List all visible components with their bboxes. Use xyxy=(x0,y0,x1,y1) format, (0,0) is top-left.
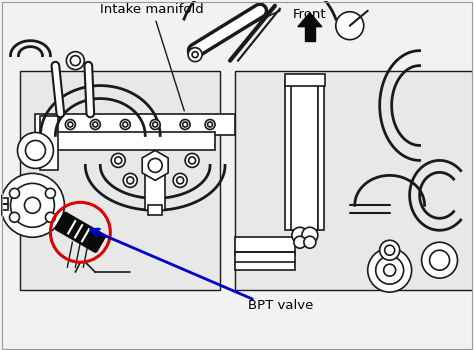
Circle shape xyxy=(18,132,54,168)
Circle shape xyxy=(123,173,137,187)
Circle shape xyxy=(91,119,100,130)
Circle shape xyxy=(93,122,98,127)
Circle shape xyxy=(180,119,190,130)
Circle shape xyxy=(46,188,55,198)
Circle shape xyxy=(9,212,19,222)
FancyBboxPatch shape xyxy=(0,198,9,210)
Circle shape xyxy=(0,173,64,237)
Circle shape xyxy=(292,227,308,243)
Circle shape xyxy=(66,52,84,70)
Text: Front: Front xyxy=(293,8,327,21)
Circle shape xyxy=(304,236,316,248)
Circle shape xyxy=(182,122,188,127)
Circle shape xyxy=(123,122,128,127)
Polygon shape xyxy=(235,71,474,290)
Circle shape xyxy=(383,264,396,276)
FancyBboxPatch shape xyxy=(148,205,162,215)
FancyBboxPatch shape xyxy=(145,170,165,210)
Circle shape xyxy=(294,236,306,248)
Circle shape xyxy=(177,177,183,184)
Circle shape xyxy=(46,212,55,222)
Circle shape xyxy=(336,12,364,40)
Circle shape xyxy=(302,227,318,243)
Circle shape xyxy=(111,153,125,167)
Circle shape xyxy=(150,119,160,130)
FancyBboxPatch shape xyxy=(40,116,58,170)
Circle shape xyxy=(185,153,199,167)
Circle shape xyxy=(25,197,40,213)
Circle shape xyxy=(68,122,73,127)
Text: Intake manifold: Intake manifold xyxy=(100,3,204,111)
Circle shape xyxy=(380,240,400,260)
Circle shape xyxy=(26,140,46,160)
FancyBboxPatch shape xyxy=(235,237,295,255)
Circle shape xyxy=(10,183,55,227)
Polygon shape xyxy=(305,27,315,41)
FancyBboxPatch shape xyxy=(318,80,324,230)
FancyBboxPatch shape xyxy=(55,212,105,252)
Polygon shape xyxy=(298,13,322,27)
Circle shape xyxy=(208,122,212,127)
Circle shape xyxy=(148,159,162,173)
FancyBboxPatch shape xyxy=(285,74,325,86)
FancyBboxPatch shape xyxy=(290,80,318,230)
Circle shape xyxy=(368,248,411,292)
Text: BPT valve: BPT valve xyxy=(248,299,313,312)
Circle shape xyxy=(115,157,122,164)
Circle shape xyxy=(429,250,449,270)
Circle shape xyxy=(173,173,187,187)
Polygon shape xyxy=(142,150,168,180)
FancyBboxPatch shape xyxy=(285,80,291,230)
Circle shape xyxy=(127,177,134,184)
FancyBboxPatch shape xyxy=(55,132,215,150)
Circle shape xyxy=(120,119,130,130)
Circle shape xyxy=(188,48,202,62)
Polygon shape xyxy=(20,71,220,290)
Circle shape xyxy=(205,119,215,130)
Circle shape xyxy=(385,245,395,255)
Circle shape xyxy=(153,122,158,127)
Circle shape xyxy=(9,188,19,198)
FancyBboxPatch shape xyxy=(36,113,235,135)
FancyBboxPatch shape xyxy=(235,252,295,270)
Circle shape xyxy=(376,256,404,284)
Circle shape xyxy=(421,242,457,278)
Circle shape xyxy=(65,119,75,130)
Circle shape xyxy=(70,56,80,65)
Circle shape xyxy=(192,52,198,58)
Circle shape xyxy=(189,157,196,164)
FancyBboxPatch shape xyxy=(22,142,45,160)
